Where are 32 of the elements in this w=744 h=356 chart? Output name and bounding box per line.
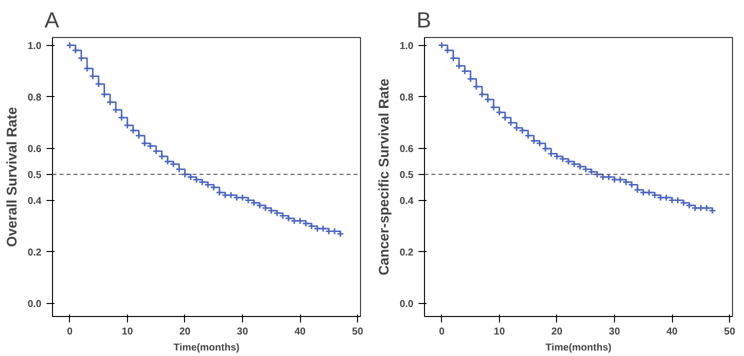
y-tick-label: 1.0	[28, 40, 42, 52]
y-tick-label: 0.8	[400, 92, 414, 104]
x-axis-title: Time(months)	[546, 342, 612, 354]
y-tick-label: 0.4	[28, 196, 42, 207]
y-tick-label: 0.2	[28, 247, 42, 258]
y-tick-label: 0.8	[28, 92, 42, 104]
x-axis-title: Time(months)	[174, 342, 240, 354]
y-axis-title: Overall Survival Rate	[4, 106, 20, 248]
x-tick-label: 20	[551, 326, 563, 338]
x-tick-label: 10	[122, 326, 134, 338]
chart-title: A	[44, 8, 60, 32]
y-tick-label: 1.0	[400, 40, 414, 52]
x-tick-label: 30	[608, 326, 620, 338]
x-tick-label: 40	[666, 326, 678, 338]
x-tick-label: 50	[724, 326, 736, 338]
x-tick-label: 30	[236, 326, 248, 338]
y-tick-label: 0.4	[400, 196, 414, 207]
y-axis-title: Cancer-specific Survival Rate	[376, 78, 392, 276]
x-tick-label: 50	[352, 326, 364, 338]
x-tick-label: 20	[179, 326, 191, 338]
y-tick-label: 0.5	[400, 170, 414, 181]
y-tick-label: 0.0	[400, 299, 414, 310]
y-tick-label: 0.6	[400, 144, 414, 156]
x-tick-label: 10	[494, 326, 506, 338]
chart-title: B	[416, 8, 432, 32]
x-tick-label: 40	[294, 326, 306, 338]
y-tick-label: 0.5	[28, 170, 42, 181]
y-tick-label: 0.0	[28, 299, 42, 310]
y-tick-label: 0.2	[400, 247, 414, 258]
x-tick-label: 0	[438, 326, 445, 338]
x-tick-label: 0	[66, 326, 73, 338]
y-tick-label: 0.6	[28, 144, 42, 156]
